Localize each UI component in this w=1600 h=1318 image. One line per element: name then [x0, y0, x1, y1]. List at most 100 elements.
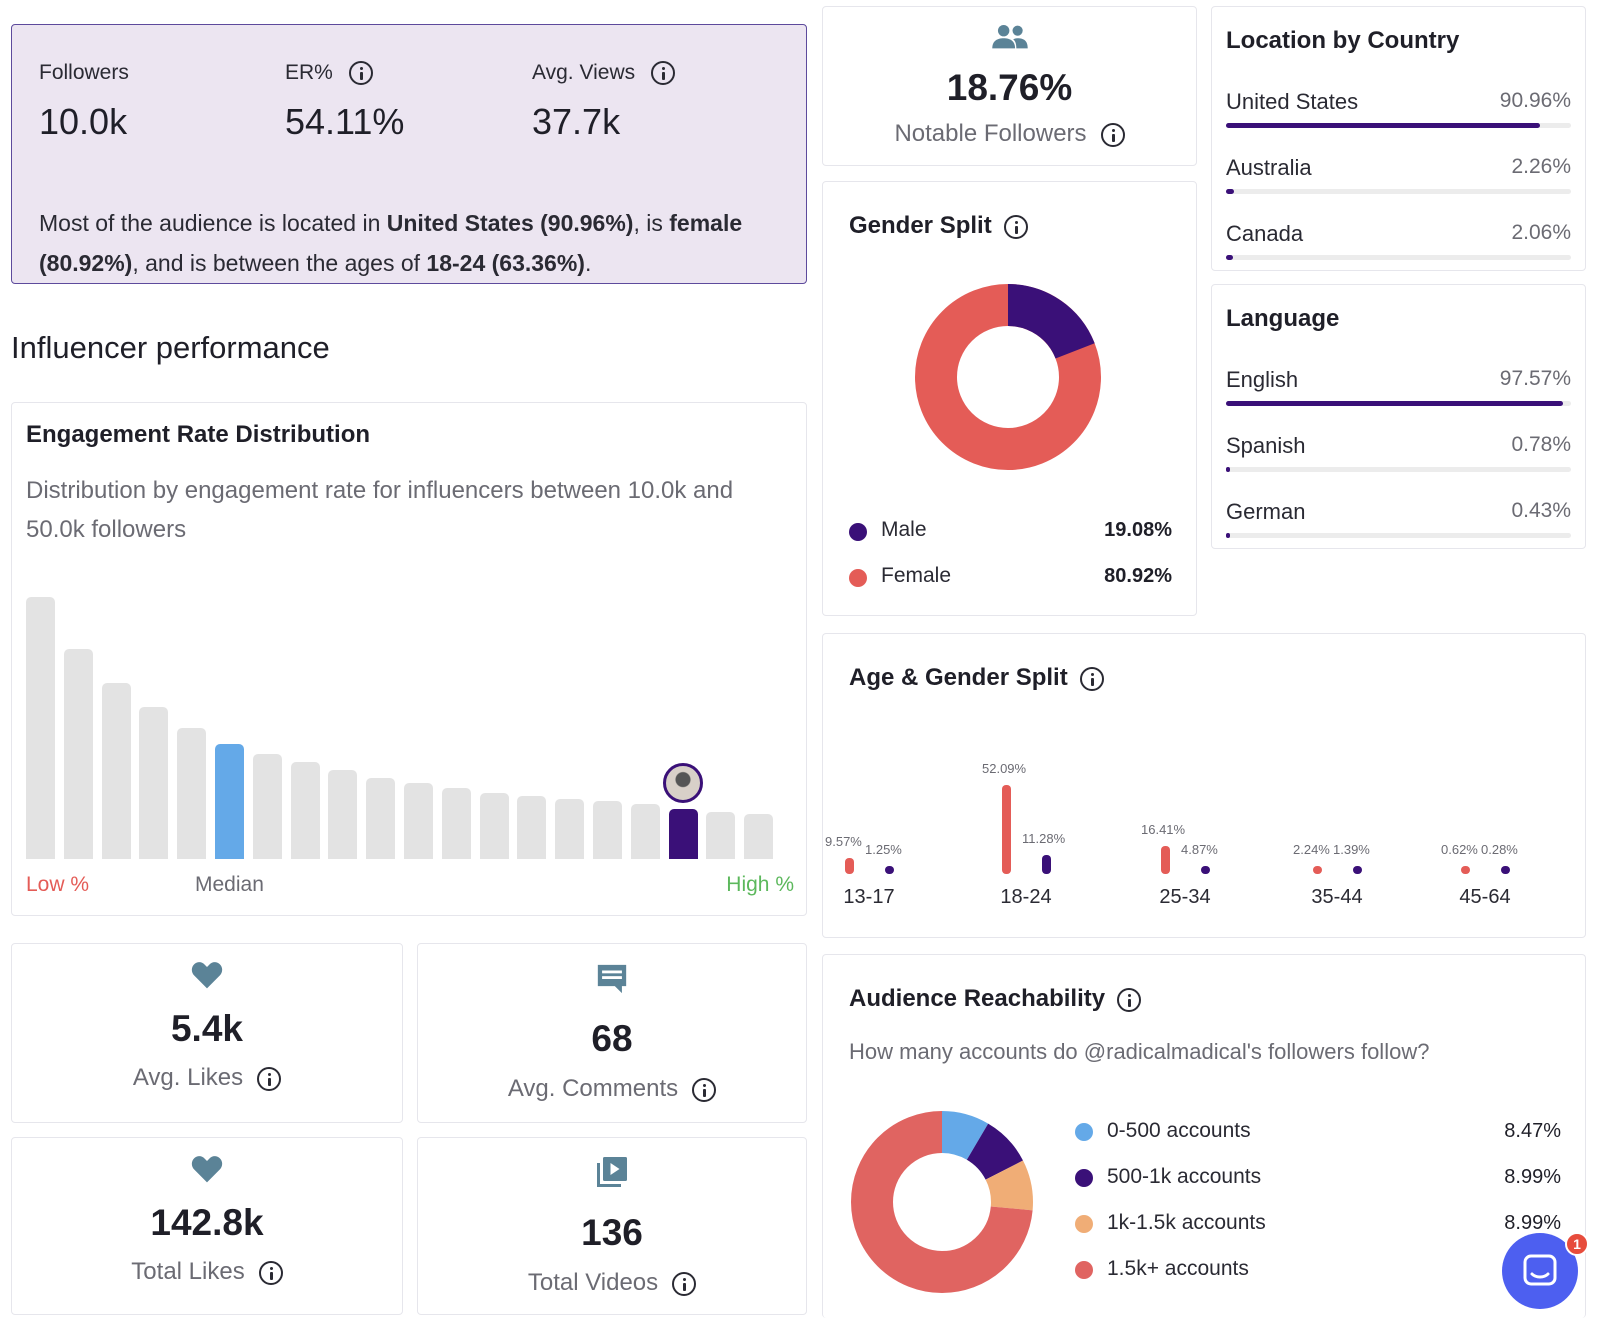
summary-text-part: Most of the audience is located in	[39, 210, 387, 236]
engagement-bar	[744, 814, 774, 859]
male-age-percent: 4.87%	[1181, 841, 1218, 857]
reachability-legend-label: 0-500 accounts	[1107, 1119, 1251, 1142]
engagement-bar	[366, 778, 396, 859]
info-icon[interactable]	[672, 1271, 697, 1296]
reachability-legend-dot	[1075, 1169, 1093, 1187]
location-track	[1226, 189, 1571, 194]
high-label: High %	[726, 873, 794, 896]
engagement-bar	[706, 812, 736, 859]
location-percent: 90.96%	[1499, 89, 1571, 112]
language-percent: 0.78%	[1511, 433, 1571, 456]
age-category-label: 13-17	[843, 886, 895, 908]
age-category-label: 18-24	[1000, 886, 1052, 908]
location-track	[1226, 123, 1571, 128]
engagement-bar	[328, 770, 358, 859]
avg-comments-label: Avg. Comments	[418, 1075, 806, 1103]
reachability-legend-dot	[1075, 1261, 1093, 1279]
male-age-bar	[1501, 866, 1510, 874]
video-library-icon	[597, 1157, 627, 1187]
female-age-bar	[845, 857, 854, 874]
total-videos-label: Total Videos	[418, 1269, 806, 1297]
gender-split-card: Gender Split Male 19.08% Female 80.92%	[822, 181, 1197, 616]
people-icon	[991, 24, 1028, 49]
age-category-label: 25-34	[1159, 886, 1211, 908]
avg-likes-card: 5.4k Avg. Likes	[11, 943, 403, 1123]
location-track	[1226, 255, 1571, 260]
language-row: Spanish 0.78%	[1226, 433, 1571, 483]
language-fill	[1226, 533, 1231, 538]
age-gender-card: Age & Gender Split 9.57% 1.25% 13-17 52.09%…	[822, 633, 1586, 938]
reachability-legend-label: 1k-1.5k accounts	[1107, 1211, 1266, 1234]
location-name: United States	[1226, 89, 1359, 114]
engagement-bar	[555, 799, 585, 859]
female-value: 80.92%	[1104, 565, 1172, 587]
summary-text-part: , is	[633, 210, 670, 236]
language-track	[1226, 401, 1571, 406]
heart-icon	[191, 1156, 223, 1183]
language-title: Language	[1226, 305, 1340, 332]
info-icon[interactable]	[1079, 666, 1104, 691]
avg-comments-card: 68 Avg. Comments	[417, 943, 807, 1123]
info-icon[interactable]	[1003, 214, 1028, 239]
notable-followers-value: 18.76%	[946, 67, 1073, 108]
location-row: Canada 2.06%	[1226, 221, 1571, 271]
female-label: Female	[881, 564, 952, 587]
female-age-percent: 16.41%	[1141, 822, 1186, 838]
engagement-distribution-card: Engagement Rate Distribution Distributio…	[11, 402, 807, 916]
engagement-bar	[63, 649, 93, 859]
language-percent: 0.43%	[1511, 499, 1571, 522]
info-icon[interactable]	[1117, 987, 1142, 1012]
engagement-bar	[630, 804, 660, 859]
notable-followers-label-text: Notable Followers	[894, 120, 1087, 147]
language-card: Language English 97.57% Spanish 0.78% Ge…	[1211, 284, 1586, 549]
language-name: English	[1226, 367, 1299, 392]
info-icon[interactable]	[1100, 122, 1125, 147]
notable-followers-card: 18.76% Notable Followers	[822, 6, 1197, 166]
summary-text-part: .	[584, 250, 592, 276]
info-icon[interactable]	[650, 61, 675, 86]
language-name: German	[1226, 499, 1306, 524]
avg-comments-value: 68	[591, 1018, 633, 1059]
reachability-title: Audience Reachability	[849, 985, 1142, 1013]
language-percent: 97.57%	[1499, 367, 1571, 390]
location-percent: 2.26%	[1511, 155, 1571, 178]
engagement-bar	[139, 707, 169, 859]
location-percent: 2.06%	[1511, 221, 1571, 244]
avg-likes-label: Avg. Likes	[12, 1064, 402, 1092]
avg-views-label-text: Avg. Views	[532, 61, 636, 84]
er-label-text: ER%	[285, 61, 333, 84]
female-age-percent: 0.62%	[1441, 842, 1478, 857]
engagement-bar	[593, 801, 622, 859]
location-card: Location by Country United States 90.96%…	[1211, 6, 1586, 271]
audience-summary-text: Most of the audience is located in Unite…	[39, 203, 779, 283]
location-row: Australia 2.26%	[1226, 155, 1571, 205]
reachability-title-text: Audience Reachability	[849, 985, 1106, 1012]
reachability-legend-dot	[1075, 1123, 1093, 1141]
summary-text-part: , and is between the ages of	[132, 250, 427, 276]
engagement-bar	[290, 762, 320, 859]
reachability-segment	[851, 1111, 1033, 1293]
info-icon[interactable]	[258, 1260, 283, 1285]
total-likes-card: 142.8k Total Likes	[11, 1137, 403, 1315]
followers-value: 10.0k	[39, 101, 128, 142]
reachability-subtitle: How many accounts do @radicalmadical's f…	[849, 1039, 1430, 1064]
location-title: Location by Country	[1226, 27, 1460, 54]
info-icon[interactable]	[257, 1066, 282, 1091]
avg-likes-label-text: Avg. Likes	[132, 1064, 244, 1091]
location-fill	[1226, 189, 1234, 194]
male-label: Male	[881, 518, 927, 541]
reachability-legend-value: 8.47%	[1504, 1120, 1561, 1142]
engagement-bar	[177, 728, 207, 859]
engagement-bar	[101, 683, 131, 859]
location-fill	[1226, 123, 1540, 128]
info-icon[interactable]	[692, 1077, 717, 1102]
info-icon[interactable]	[348, 61, 373, 86]
female-age-percent: 52.09%	[982, 761, 1027, 777]
engagement-subtitle: Distribution by engagement rate for infl…	[26, 477, 734, 543]
location-row: United States 90.96%	[1226, 89, 1571, 139]
reachability-segment	[851, 1111, 1033, 1293]
influencer-avatar	[663, 763, 704, 803]
language-row: English 97.57%	[1226, 367, 1571, 417]
gender-split-title-text: Gender Split	[849, 212, 992, 239]
low-label: Low %	[26, 873, 90, 896]
